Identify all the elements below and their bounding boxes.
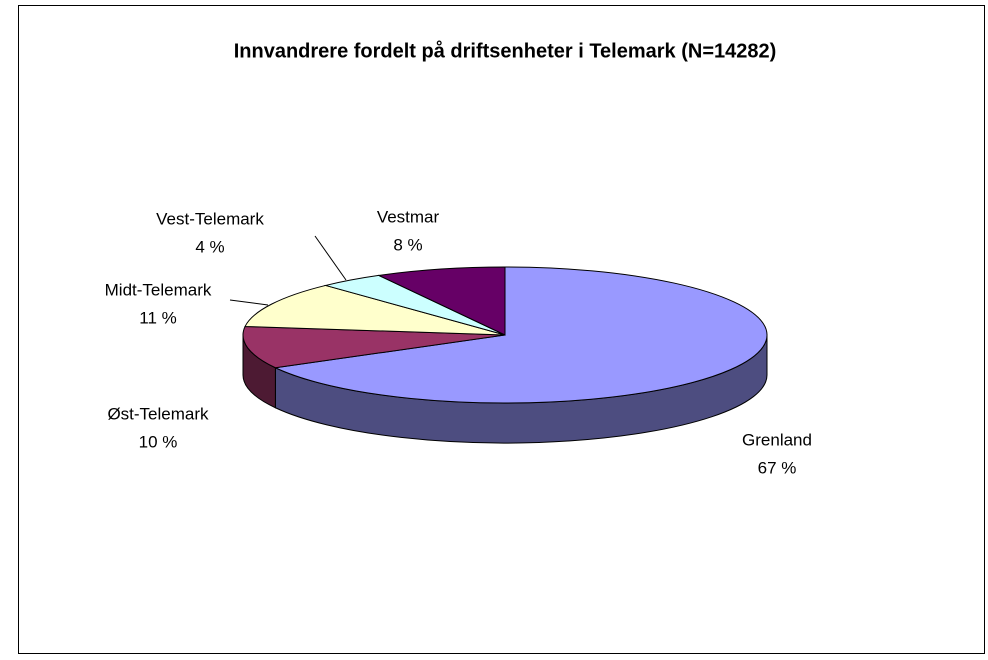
slice-label: Midt-Telemark <box>105 280 212 299</box>
slice-label: Grenland <box>742 430 812 449</box>
slice-value-label: 8 % <box>393 235 422 254</box>
leader-line <box>229 299 269 306</box>
chart-title: Innvandrere fordelt på driftsenheter i T… <box>234 39 777 62</box>
leader-line <box>314 235 347 281</box>
slice-value-label: 11 % <box>139 308 177 327</box>
slice-value-label: 10 % <box>139 432 178 451</box>
pie-tops <box>242 266 768 404</box>
slice-label: Øst-Telemark <box>107 404 209 423</box>
slice-label: Vestmar <box>377 207 440 226</box>
pie-labels: Grenland 67 % Øst-Telemark 10 % Midt-Telemar… <box>105 207 812 477</box>
pie-slice <box>242 325 506 369</box>
slice-value-label: 67 % <box>758 458 797 477</box>
pie-slice <box>244 284 506 336</box>
slice-label: Vest-Telemark <box>156 209 264 228</box>
pie-slice <box>273 266 768 404</box>
slice-value-label: 4 % <box>195 237 224 256</box>
pie-slice <box>377 266 506 336</box>
